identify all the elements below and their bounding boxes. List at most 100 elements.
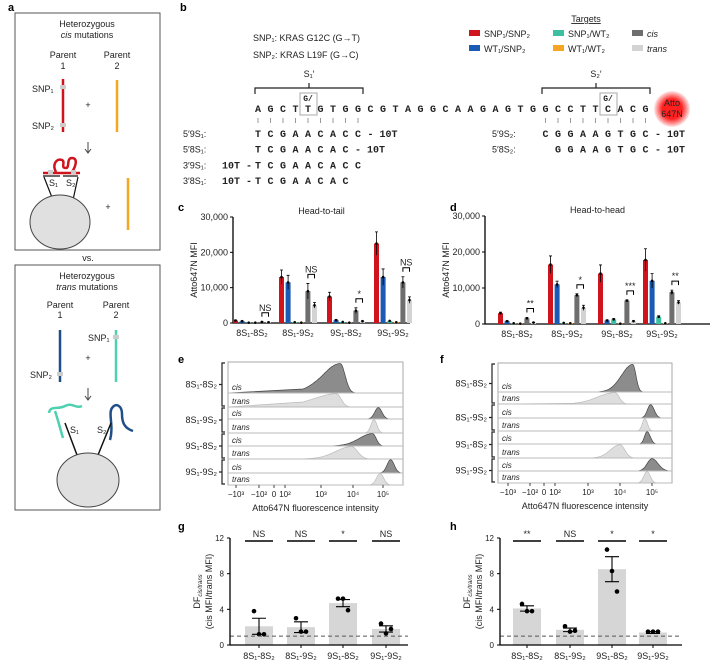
x-tick-label: 8S₁-9S₂ [554,651,586,661]
bar [380,277,386,323]
sequence-base: G [642,105,648,116]
probe-base: C [267,177,273,188]
y-tick-label: 20,000 [452,247,480,257]
legend-label: WT₁/SNP₂ [484,44,526,54]
probe-base: C [542,130,548,141]
probe-label: 5′9S₂: [492,129,516,139]
mean-dot [328,295,331,298]
sequence-base: G [380,105,386,116]
parent1-label: Parent [47,300,74,310]
x-tick-label: 9S₁-9S₂ [370,651,402,661]
fluor-label-2: 647N [661,109,683,119]
snp2-description: SNP₂: KRAS L19F (G→C) [253,50,359,60]
cis-row-label: cis [232,409,242,418]
snp2-mutation-label: G/ [603,95,613,104]
targets-legend: Targets SNP₁/SNP₂ WT₁/SNP₂ SNP₁/WT₂ WT₁/WT₂… [469,14,668,54]
y-tick-label: 12 [215,534,224,543]
cis-row-label: cis [502,434,512,443]
group-bracket [489,363,495,404]
probe-base: C [317,177,323,188]
panel-label-g: g [178,521,185,533]
mean-dot [569,321,572,325]
y-axis-label-line2: (cis MFI/trans MFI) [474,554,484,630]
group-bracket [219,459,225,485]
probe-base: T [255,146,261,157]
df-label: DF [192,596,202,608]
y-tick-label: 0 [223,318,228,328]
sequence-base: G [317,105,323,116]
probe-label: 5′8S₁: [183,145,206,155]
sequence-base: T [392,105,398,116]
trans-row-label: trans [502,421,520,430]
legend-swatch [632,30,643,36]
probe-suffix: - 10T [355,146,385,157]
mean-dot [341,320,345,324]
probe-base: G [280,146,286,157]
probe-base: C [642,130,648,141]
probe-base: C [317,161,323,172]
sequence-base: A [455,105,461,116]
x-tick-label: 9S₁-8S₂ [601,329,633,339]
mean-dot [280,275,283,279]
group-bracket [219,362,225,407]
significance-label: *** [625,281,636,291]
x-tick-label: 10² [549,488,561,497]
significance-label: * [651,529,655,539]
mean-dot [306,289,310,293]
x-tick-label: 9S₁-8S₂ [596,651,628,661]
replicate-point [261,632,267,637]
mean-dot [612,318,615,321]
significance-bracket [402,267,410,272]
panel-label-h: h [450,521,457,533]
mean-dot [401,281,405,284]
sequence-base: G [430,105,436,116]
replicate-point [645,629,651,634]
replicate-point [562,623,568,629]
s2-prime-label: S₂′ [590,69,601,79]
group-bracket [219,433,225,459]
mean-dot [562,321,565,325]
x-tick-label: −10² [522,488,539,497]
mean-dot [247,321,250,324]
bar [581,307,586,324]
x-tick-label: 0 [272,490,277,499]
bar [285,282,291,323]
cis-row-label: cis [502,461,512,470]
probe-base: A [580,130,586,141]
histogram-panel-f: cis trans 8S₁-8S₂ cis trans 8S₁-9S₂ cis trans 9S… [455,362,673,511]
cis-title-line1: Heterozygous [59,19,115,29]
trans-title-line1: Heterozygous [59,271,115,281]
probe-base: A [330,146,336,157]
x-tick-label: 8S₁-9S₂ [551,329,583,339]
x-axis-label: Atto647N fluorescence intensity [252,503,379,513]
snp1-label: SNP₁ [32,84,54,94]
snp1-box [299,92,318,116]
bar [574,295,580,324]
probe-base: G [630,130,636,141]
mean-dot [260,320,264,324]
chart-head-to-head: Head-to-head 0 10,000 20,000 30,000 Atto647N … [441,205,710,339]
probe-base: G [605,130,611,141]
mean-dot [519,322,522,325]
x-tick-label: −10³ [500,488,517,497]
bar [498,313,503,324]
trans-row-label: trans [502,473,520,482]
legend-label: cis [647,29,658,39]
panel-label-c: c [178,202,184,214]
chart-head-to-tail: Head-to-tail 0 10,000 20,000 30,000 Atto647N … [189,206,412,338]
blue-strand [108,403,134,441]
y-tick-label: 0 [220,641,225,650]
replicate-point [614,589,620,594]
parent2-label: Parent [104,50,131,60]
bar [400,282,406,323]
y-tick-label: 8 [220,570,225,579]
significance-label: ** [527,299,535,309]
replicate-point [335,596,341,601]
mean-dot [381,275,385,279]
x-tick-label: 9S₁-8S₂ [330,328,362,338]
significance-label: * [578,275,582,285]
bar [611,319,617,324]
x-tick-label: 10⁴ [614,488,627,497]
cis-mutation-diagram: Heterozygous cis mutations Parent 1 Pare… [14,12,161,251]
